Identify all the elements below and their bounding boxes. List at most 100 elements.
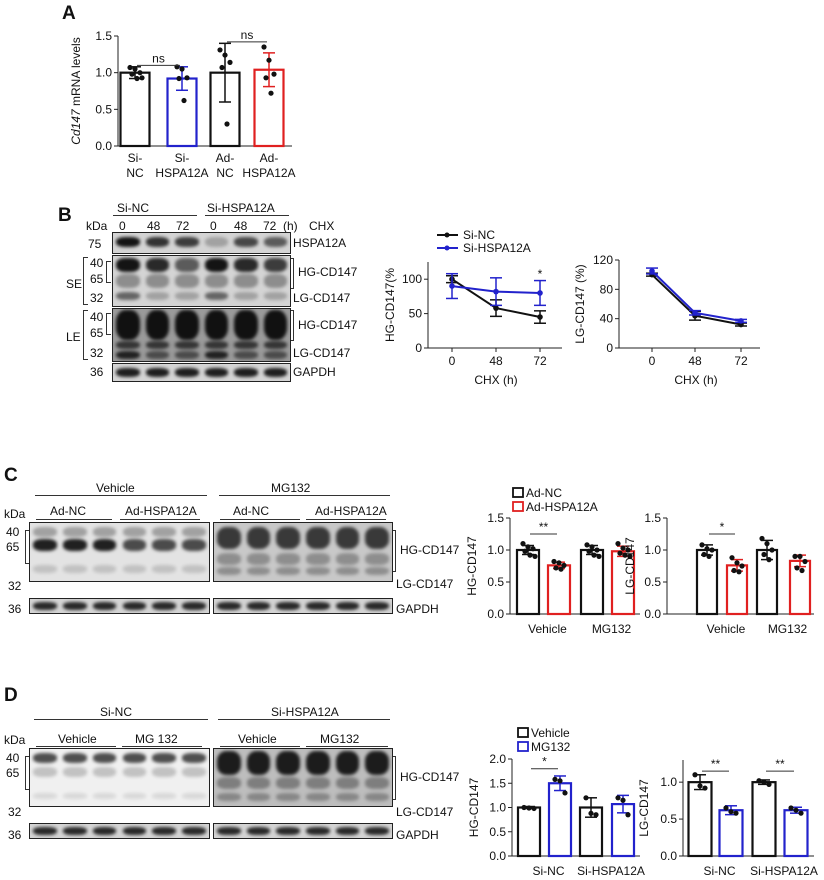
band [365, 793, 389, 801]
group-underline [205, 215, 289, 216]
row-label: LG-CD147 [396, 577, 454, 591]
x-tick-label: Si- [175, 151, 190, 165]
series-point [537, 314, 543, 320]
band [175, 351, 199, 359]
band [122, 539, 147, 551]
lane-time: 48 [234, 219, 248, 233]
band [145, 310, 169, 340]
band [182, 527, 206, 537]
legend-label: Ad-NC [526, 486, 562, 500]
x-tick-label: Vehicle [528, 622, 567, 636]
y-tick-label: 0 [415, 341, 422, 355]
blot-cd147-c-mg132 [213, 522, 393, 582]
x-tick-label: MG132 [592, 622, 632, 636]
band [92, 827, 117, 835]
data-point [224, 121, 230, 127]
band [234, 258, 258, 272]
bar [119, 71, 151, 148]
band [175, 274, 199, 288]
data-point [558, 566, 564, 572]
y-tick-label: 1.5 [489, 776, 506, 790]
band [263, 341, 287, 349]
significance-label: * [542, 755, 547, 769]
group-label: Ad-HSPA12A [315, 504, 387, 518]
band [152, 827, 177, 835]
band [92, 539, 117, 551]
significance-label: ** [711, 757, 721, 771]
data-point [586, 548, 592, 554]
y-tick-label: 40 [600, 312, 614, 326]
band [122, 527, 147, 537]
exposure-label-le: LE [66, 330, 81, 344]
band [217, 793, 241, 801]
kda-label: kDa [86, 219, 108, 233]
band [217, 827, 241, 835]
data-point [176, 75, 182, 82]
band [62, 527, 87, 537]
legend-marker [444, 232, 450, 238]
data-point [557, 778, 563, 784]
band [246, 567, 271, 575]
data-point [263, 75, 269, 81]
bar [579, 548, 605, 616]
kda-marker: 65 [90, 272, 104, 286]
series-point [649, 268, 655, 274]
band [33, 527, 57, 537]
blot-gapdh-b [112, 363, 291, 382]
legend-label: Vehicle [531, 726, 570, 740]
x-tick-label: Ad- [260, 151, 279, 165]
data-point [734, 560, 740, 566]
band [182, 602, 206, 610]
data-point [704, 546, 710, 552]
band [365, 602, 389, 610]
band [306, 793, 330, 801]
group-underline [34, 719, 208, 720]
y-tick-label: 100 [402, 272, 422, 286]
kda-marker: 65 [6, 540, 20, 554]
treatment-label: MG132 [320, 732, 360, 746]
data-point [266, 57, 272, 63]
blot-cd147-le [112, 308, 291, 362]
blot-gapdh-d-sinc [29, 823, 210, 839]
data-point [181, 97, 187, 104]
data-point [532, 553, 538, 560]
data-point [591, 552, 597, 558]
band [33, 602, 57, 610]
data-point [593, 812, 599, 818]
group-underline [36, 746, 116, 747]
significance-label: * [538, 267, 543, 281]
band [175, 237, 199, 247]
x-tick-label: NC [126, 166, 144, 180]
y-tick-label: 2.0 [489, 752, 506, 766]
band [62, 539, 87, 551]
data-point [596, 553, 602, 560]
y-tick-label: 0.5 [489, 825, 506, 839]
x-tick-label: HSPA12A [242, 166, 295, 180]
group-underline [36, 519, 112, 520]
band [263, 258, 287, 272]
blot-cd147-se [112, 255, 291, 307]
x-tick-label: MG132 [768, 622, 808, 636]
band [33, 793, 57, 799]
lane-time: 72 [263, 219, 277, 233]
band [92, 565, 117, 573]
band [263, 237, 287, 247]
lane-time: 48 [147, 219, 161, 233]
group-underline [120, 519, 200, 520]
band [204, 237, 228, 247]
bar [718, 809, 744, 858]
data-point [709, 547, 715, 553]
band [335, 777, 360, 789]
data-point [733, 810, 739, 816]
bracket [25, 756, 30, 790]
data-point [588, 810, 594, 816]
data-point [217, 47, 223, 53]
band [204, 292, 228, 300]
y-axis-label: Cd147 mRNA levels [69, 37, 83, 144]
band [276, 751, 300, 775]
blot-cd147-c-vehicle [29, 522, 210, 582]
kda-label: kDa [4, 507, 26, 521]
data-point [769, 547, 775, 553]
blot-cd147-d-sinc [29, 748, 210, 807]
band [246, 827, 271, 835]
